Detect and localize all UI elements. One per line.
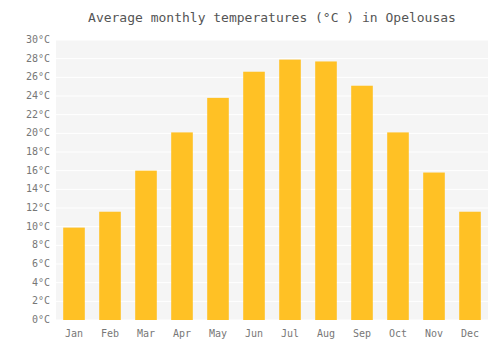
bar (387, 132, 409, 320)
bar (279, 60, 301, 320)
y-tick-label: 24°C (26, 90, 50, 101)
x-tick-label: Nov (425, 328, 443, 339)
y-tick-label: 26°C (26, 71, 50, 82)
grid-line (56, 77, 488, 78)
bar (315, 61, 337, 320)
grid-line (56, 96, 488, 97)
x-tick-label: Aug (317, 328, 335, 339)
x-ticks: Jan Feb Mar Apr May Jun Jul Aug Sep Oct Nov Dec (65, 328, 479, 339)
grid-line (56, 40, 488, 41)
bar (135, 171, 157, 320)
plot-background (56, 40, 488, 320)
y-tick-label: 28°C (26, 53, 50, 64)
x-tick-label: Apr (173, 328, 191, 339)
y-tick-label: 22°C (26, 109, 50, 120)
x-tick-label: Mar (137, 328, 155, 339)
grid-line (56, 114, 488, 115)
y-ticks: 0°C 2°C 4°C 6°C 8°C 10°C 12°C 14°C 16°C 18°C 20°C 2… (26, 34, 50, 325)
bar (171, 132, 193, 320)
y-tick-label: 10°C (26, 221, 50, 232)
x-tick-label: Jan (65, 328, 83, 339)
x-tick-label: Jul (281, 328, 299, 339)
y-tick-label: 2°C (32, 295, 50, 306)
y-tick-label: 4°C (32, 277, 50, 288)
x-tick-label: Jun (245, 328, 263, 339)
grid-line (56, 152, 488, 153)
bar (99, 212, 121, 320)
y-tick-label: 0°C (32, 314, 50, 325)
y-tick-label: 6°C (32, 258, 50, 269)
y-tick-label: 30°C (26, 34, 50, 45)
y-grid (56, 40, 488, 320)
y-tick-label: 12°C (26, 202, 50, 213)
grid-line (56, 58, 488, 59)
bar (423, 173, 445, 320)
bar (243, 72, 265, 320)
bar (207, 98, 229, 320)
chart-container: 0°C 2°C 4°C 6°C 8°C 10°C 12°C 14°C 16°C 18°C 20°C 2… (0, 0, 500, 350)
grid-line (56, 133, 488, 134)
bar (459, 212, 481, 320)
bar (351, 86, 373, 320)
bar (63, 228, 85, 320)
bars (63, 60, 481, 320)
chart-title: Average monthly temperatures (°C ) in Op… (88, 10, 456, 25)
y-tick-label: 14°C (26, 183, 50, 194)
y-tick-label: 16°C (26, 165, 50, 176)
x-tick-label: May (209, 328, 227, 339)
y-tick-label: 8°C (32, 239, 50, 250)
x-tick-label: Dec (461, 328, 479, 339)
y-tick-label: 18°C (26, 146, 50, 157)
x-tick-label: Sep (353, 328, 371, 339)
x-tick-label: Feb (101, 328, 119, 339)
chart-svg: 0°C 2°C 4°C 6°C 8°C 10°C 12°C 14°C 16°C 18°C 20°C 2… (0, 0, 500, 350)
y-tick-label: 20°C (26, 127, 50, 138)
x-tick-label: Oct (389, 328, 407, 339)
grid-line (56, 170, 488, 171)
